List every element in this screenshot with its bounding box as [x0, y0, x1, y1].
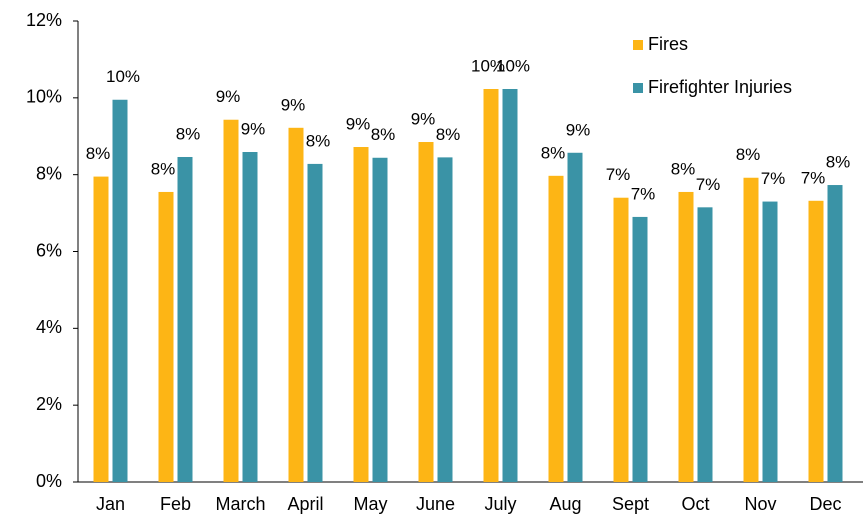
data-label: 8% [736, 145, 761, 164]
x-tick-label: July [484, 494, 516, 514]
data-label: 10% [471, 56, 505, 75]
data-label: 8% [541, 143, 566, 162]
x-tick-label: April [287, 494, 323, 514]
data-label: 7% [631, 184, 656, 203]
data-label: 9% [566, 120, 591, 139]
data-label: 9% [281, 95, 306, 114]
legend-label: Fires [648, 34, 688, 54]
bar [483, 88, 499, 482]
legend-label: Firefighter Injuries [648, 77, 792, 97]
y-tick-label: 0% [36, 471, 62, 491]
data-label: 7% [801, 168, 826, 187]
data-label: 9% [346, 114, 371, 133]
data-label: 8% [306, 131, 331, 150]
x-tick-label: Feb [160, 494, 191, 514]
bar [93, 176, 109, 482]
x-tick-label: Aug [549, 494, 581, 514]
x-tick-label: March [215, 494, 265, 514]
bar [678, 191, 694, 482]
bar [743, 177, 759, 483]
x-tick-label: Sept [612, 494, 649, 514]
x-tick-label: Jan [96, 494, 125, 514]
x-tick-label: Oct [681, 494, 709, 514]
bar [827, 185, 843, 482]
y-tick-label: 10% [26, 87, 62, 107]
bar [158, 191, 174, 482]
bar [697, 207, 713, 482]
y-tick-label: 4% [36, 317, 62, 337]
bar [418, 142, 434, 482]
bar [223, 119, 239, 482]
data-label: 9% [216, 87, 241, 106]
bar [502, 88, 518, 482]
legend-swatch [633, 40, 643, 50]
data-label: 7% [606, 165, 631, 184]
data-label: 9% [411, 109, 436, 128]
bar [548, 175, 564, 483]
data-label: 8% [671, 159, 696, 178]
bar [567, 152, 583, 482]
bar [632, 216, 648, 483]
data-label: 7% [761, 169, 786, 188]
data-label: 8% [86, 144, 111, 163]
bar [242, 152, 258, 482]
bar [762, 201, 778, 482]
x-tick-label: Nov [744, 494, 776, 514]
bar [307, 163, 323, 482]
x-tick-label: Dec [809, 494, 841, 514]
bar [112, 99, 128, 483]
data-label: 10% [106, 67, 140, 86]
data-label: 7% [696, 175, 721, 194]
bar [808, 200, 824, 483]
y-tick-label: 2% [36, 394, 62, 414]
data-label: 8% [826, 153, 851, 172]
data-label: 8% [371, 125, 396, 144]
data-label: 8% [176, 124, 201, 143]
x-tick-label: June [416, 494, 455, 514]
data-label: 8% [436, 125, 461, 144]
data-label: 9% [241, 119, 266, 138]
bar [437, 157, 453, 483]
y-tick-label: 6% [36, 240, 62, 260]
data-label: 10% [496, 56, 530, 75]
y-tick-label: 12% [26, 10, 62, 30]
data-label: 8% [151, 159, 176, 178]
y-tick-label: 8% [36, 163, 62, 183]
x-tick-label: May [353, 494, 387, 514]
bar [177, 156, 193, 482]
legend-swatch [633, 83, 643, 93]
bar [288, 127, 304, 482]
bar [372, 157, 388, 482]
bar [613, 197, 629, 482]
bar [353, 147, 369, 483]
